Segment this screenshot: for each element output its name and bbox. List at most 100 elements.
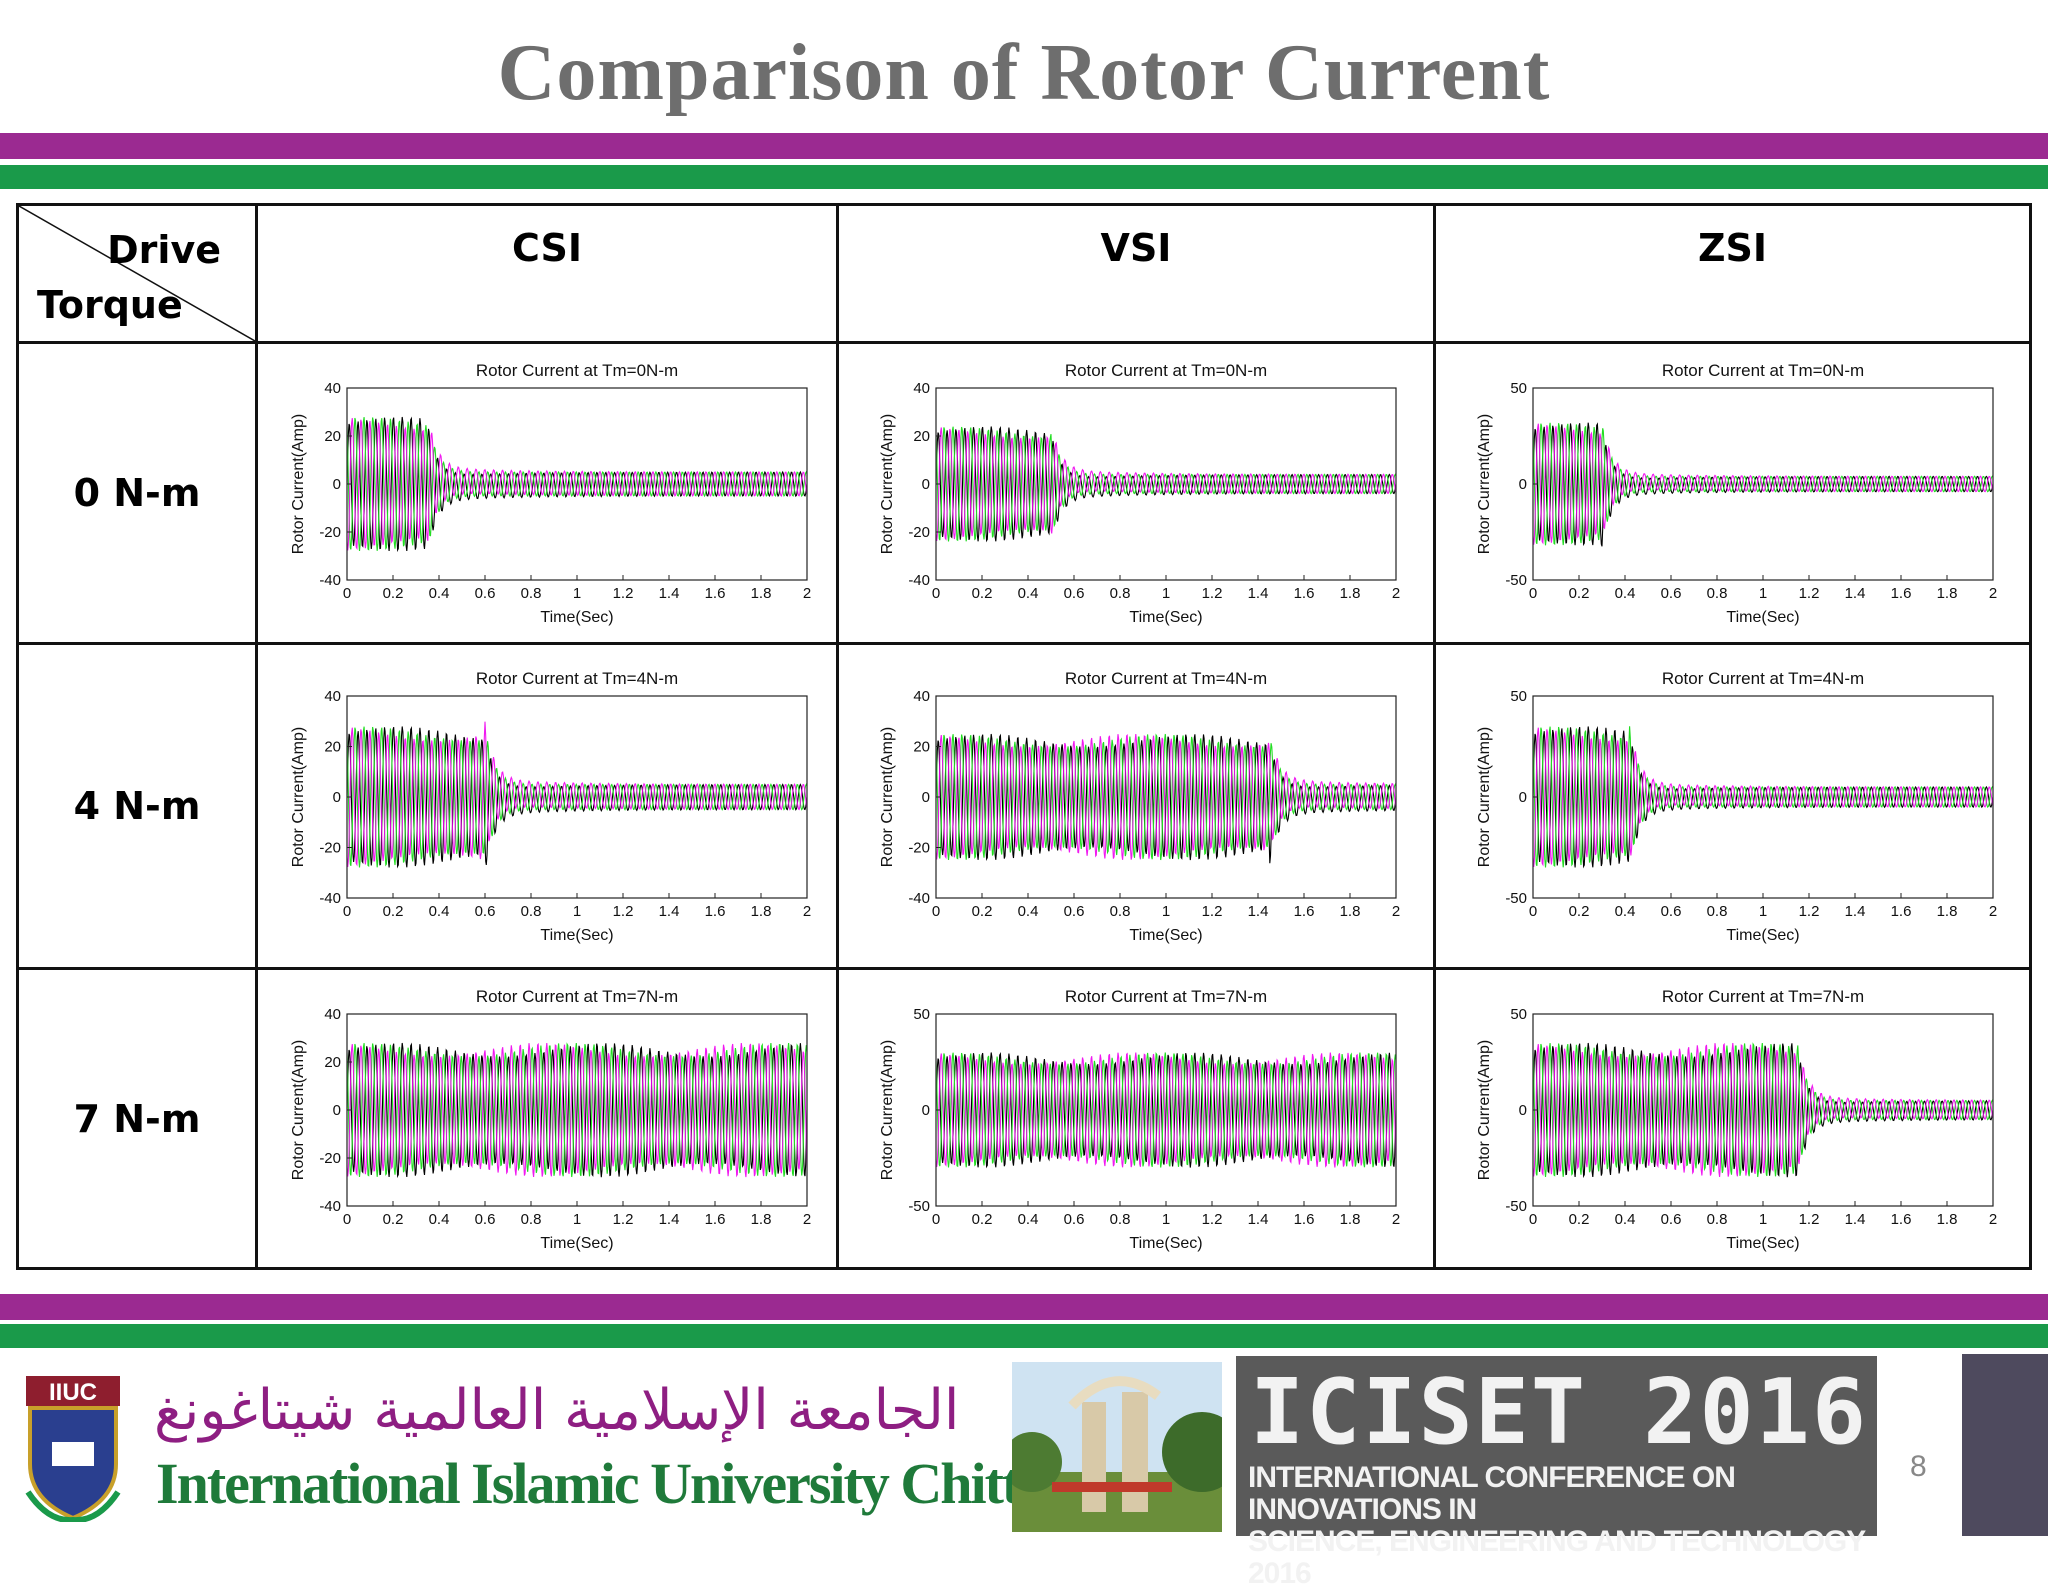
plot-cell: Rotor Current at Tm=7N-m 0 0.2 0.4 0.6 0.8 1 1.… xyxy=(255,967,839,1270)
x-tick-label: 1 xyxy=(1758,585,1766,602)
y-tick-label: 40 xyxy=(324,1006,341,1023)
x-tick-label: 0.4 xyxy=(1614,1211,1635,1228)
x-tick-label: 1 xyxy=(1162,585,1170,602)
x-axis-label: Time(Sec) xyxy=(1726,609,1799,626)
x-tick-label: 1.8 xyxy=(1936,585,1957,602)
y-tick-label: -20 xyxy=(908,524,930,541)
x-tick-label: 0.2 xyxy=(383,1211,404,1228)
y-axis-label: Rotor Current(Amp) xyxy=(879,727,896,867)
x-tick-label: 1.2 xyxy=(613,1211,634,1228)
plot-traces xyxy=(347,721,807,869)
x-tick-label: 0 xyxy=(1528,1211,1536,1228)
x-tick-label: 1.6 xyxy=(1294,1211,1315,1228)
arabic-university-name: الجامعة الإسلامية العالمية شيتاغونغ xyxy=(154,1378,960,1443)
x-tick-label: 1.8 xyxy=(1340,903,1361,920)
x-tick-label: 1.4 xyxy=(1844,585,1865,602)
series-phase-b-trace xyxy=(1532,422,1993,546)
x-tick-label: 0.8 xyxy=(521,1211,542,1228)
y-tick-label: 0 xyxy=(1518,476,1526,493)
y-tick-label: -20 xyxy=(319,1150,341,1167)
x-tick-label: 0.6 xyxy=(475,903,496,920)
y-tick-label: 20 xyxy=(324,1054,341,1071)
x-tick-label: 0.2 xyxy=(972,903,993,920)
y-tick-label: 40 xyxy=(913,380,930,397)
x-tick-label: 0.2 xyxy=(972,585,993,602)
y-tick-label: -20 xyxy=(319,840,341,857)
y-tick-label: -40 xyxy=(319,1198,341,1215)
plot-title: Rotor Current at Tm=4N-m xyxy=(476,669,678,688)
plot-title: Rotor Current at Tm=4N-m xyxy=(1661,669,1863,688)
rotor-current-plot-zsi-0nm: Rotor Current at Tm=0N-m 0 0.2 0.4 0.6 0.8 1 1.… xyxy=(1476,361,1997,626)
rotor-current-plot-zsi-4nm: Rotor Current at Tm=4N-m 0 0.2 0.4 0.6 0.8 1 1.… xyxy=(1476,669,1997,944)
x-tick-label: 1 xyxy=(573,585,581,602)
plot-traces xyxy=(347,1041,807,1178)
y-tick-label: 50 xyxy=(1510,688,1527,705)
university-banner: IIUC الجامعة الإسلامية العالمية شيتاغونغ… xyxy=(4,1358,1226,1536)
x-tick-label: 0.8 xyxy=(1706,903,1727,920)
plot-traces xyxy=(936,425,1396,543)
x-tick-label: 0 xyxy=(343,1211,351,1228)
x-tick-label: 1.6 xyxy=(1890,903,1911,920)
x-axis-label: Time(Sec) xyxy=(540,609,613,626)
series-phase-c-trace xyxy=(1532,423,1993,545)
series-phase-b-trace xyxy=(347,417,807,552)
plot-title: Rotor Current at Tm=0N-m xyxy=(1065,361,1267,380)
series-phase-b-trace xyxy=(347,1041,807,1177)
x-tick-label: 1.4 xyxy=(1844,903,1865,920)
conference-title: ICISET 2016 xyxy=(1250,1360,1869,1465)
series-phase-a-trace xyxy=(1532,725,1993,869)
x-tick-label: 2 xyxy=(1988,1211,1996,1228)
series-phase-a-trace xyxy=(347,1042,807,1178)
x-tick-label: 0 xyxy=(1528,903,1536,920)
x-tick-label: 0.4 xyxy=(429,585,450,602)
conference-banner: ICISET 2016 INTERNATIONAL CONFERENCE ON … xyxy=(1236,1356,1877,1590)
x-tick-label: 0.8 xyxy=(521,585,542,602)
y-tick-label: -20 xyxy=(319,524,341,541)
y-tick-label: -50 xyxy=(1505,890,1527,907)
series-phase-c-trace xyxy=(936,427,1396,541)
y-tick-label: 0 xyxy=(922,476,930,493)
x-tick-label: 1.8 xyxy=(1936,903,1957,920)
x-tick-label: 1 xyxy=(1162,903,1170,920)
x-tick-label: 1.4 xyxy=(1248,903,1269,920)
y-tick-label: -40 xyxy=(908,572,930,589)
x-tick-label: 1.4 xyxy=(1248,585,1269,602)
y-tick-label: -20 xyxy=(908,840,930,857)
x-tick-label: 0.2 xyxy=(1568,903,1589,920)
plot-cell: Rotor Current at Tm=7N-m 0 0.2 0.4 0.6 0.8 1 1.… xyxy=(1433,967,2032,1270)
x-tick-label: 0.8 xyxy=(1110,903,1131,920)
y-axis-label: Rotor Current(Amp) xyxy=(1476,727,1493,867)
plot-traces xyxy=(1532,1041,1993,1178)
x-tick-label: 0.6 xyxy=(1064,1211,1085,1228)
conference-subtitle-line1: INTERNATIONAL CONFERENCE ON INNOVATIONS … xyxy=(1248,1461,1736,1526)
x-tick-label: 2 xyxy=(1988,903,1996,920)
series-phase-c-trace xyxy=(936,1051,1396,1168)
y-tick-label: 40 xyxy=(324,688,341,705)
y-tick-label: -40 xyxy=(908,890,930,907)
x-tick-label: 0.4 xyxy=(429,1211,450,1228)
series-phase-a-trace xyxy=(347,416,807,553)
y-tick-label: 20 xyxy=(913,428,930,445)
x-tick-label: 0.2 xyxy=(1568,585,1589,602)
series-phase-b-trace xyxy=(936,733,1396,861)
x-tick-label: 0.2 xyxy=(383,903,404,920)
y-tick-label: 20 xyxy=(913,739,930,756)
y-tick-label: 0 xyxy=(922,789,930,806)
plot-traces xyxy=(936,733,1396,864)
conference-subtitle: INTERNATIONAL CONFERENCE ON INNOVATIONS … xyxy=(1248,1462,1877,1590)
x-tick-label: 0 xyxy=(932,903,940,920)
y-axis-label: Rotor Current(Amp) xyxy=(290,414,307,554)
x-tick-label: 1 xyxy=(1758,903,1766,920)
x-axis-label: Time(Sec) xyxy=(1129,927,1202,944)
university-name: International Islamic University Chittag… xyxy=(156,1451,1159,1516)
series-phase-a-trace xyxy=(936,733,1396,864)
x-tick-label: 1.6 xyxy=(705,585,726,602)
x-axis-label: Time(Sec) xyxy=(1726,927,1799,944)
y-tick-label: 0 xyxy=(333,1102,341,1119)
x-tick-label: 0.6 xyxy=(1660,903,1681,920)
x-tick-label: 1.2 xyxy=(1798,1211,1819,1228)
x-tick-label: 1.8 xyxy=(751,903,772,920)
x-tick-label: 0.4 xyxy=(429,903,450,920)
series-phase-c-trace xyxy=(347,418,807,551)
series-phase-b-trace xyxy=(936,426,1396,542)
